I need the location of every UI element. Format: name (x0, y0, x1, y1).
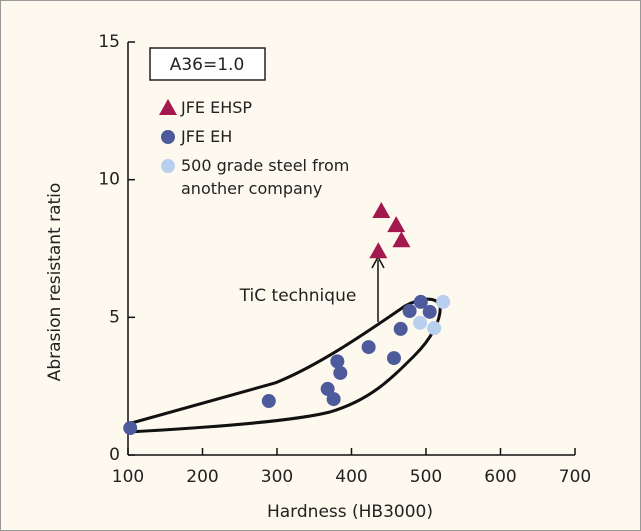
point (123, 421, 138, 436)
legend-marker (161, 130, 175, 144)
x-tick-label: 100 (112, 467, 144, 487)
legend-label: JFE EH (181, 127, 233, 146)
legend-marker (159, 99, 177, 115)
point (413, 294, 428, 309)
x-tick-label: 200 (186, 467, 218, 487)
y-tick-label: 10 (98, 170, 120, 190)
point (330, 354, 345, 369)
point (413, 315, 428, 330)
x-tick-label: 700 (559, 467, 591, 487)
point (387, 216, 406, 233)
legend-label: 500 grade steel from another company (181, 156, 350, 198)
y-axis-label: Abrasion resistant ratio (45, 183, 65, 382)
point (372, 202, 391, 219)
point (361, 340, 376, 355)
point (392, 231, 411, 248)
point (427, 321, 442, 336)
x-tick-label: 300 (261, 467, 293, 487)
annotation: TiC technique (239, 286, 357, 306)
y-tick-label: 15 (98, 32, 120, 52)
note-box (149, 47, 266, 81)
point (333, 365, 348, 380)
point (436, 294, 451, 309)
note: A36=1.0 (170, 55, 245, 75)
point (386, 351, 401, 366)
legend-label: JFE EHSP (181, 98, 253, 117)
point (402, 304, 417, 319)
x-axis-label: Hardness (HB3000) (267, 502, 433, 522)
point (369, 242, 388, 259)
point (320, 381, 335, 396)
point (326, 392, 341, 407)
point (422, 304, 437, 319)
y-tick-label: 0 (109, 445, 120, 465)
x-tick-label: 400 (335, 467, 367, 487)
x-tick-label: 500 (410, 467, 442, 487)
x-tick-label: 600 (484, 467, 516, 487)
y-tick-label: 5 (109, 307, 120, 327)
point (261, 394, 276, 409)
legend-marker (161, 159, 175, 173)
envelope (126, 297, 442, 434)
point (393, 321, 408, 336)
